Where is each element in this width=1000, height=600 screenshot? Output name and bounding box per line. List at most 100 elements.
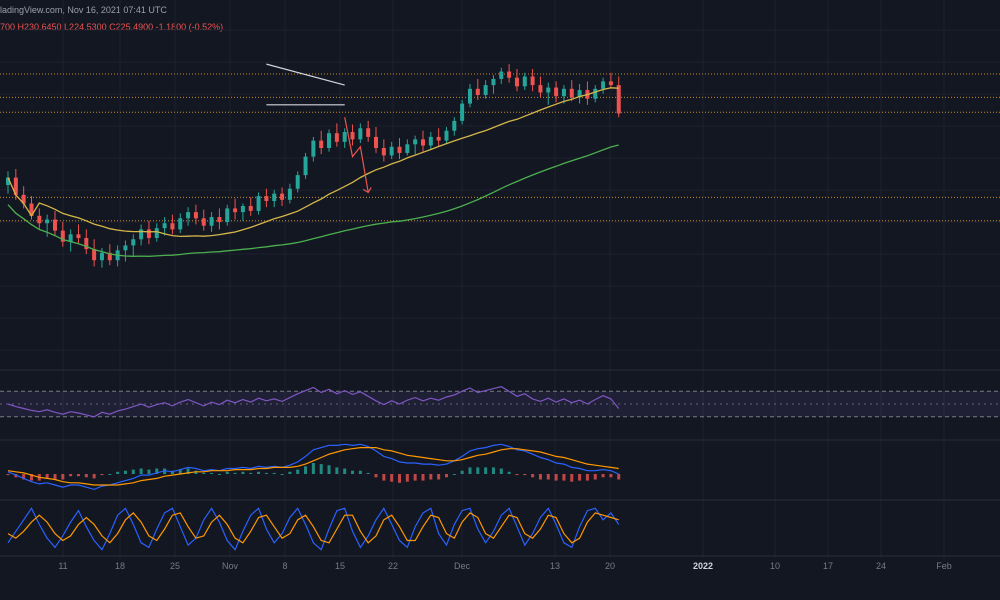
macd-histogram-bar — [311, 463, 315, 474]
candle-body — [6, 177, 10, 185]
macd-histogram-bar — [515, 474, 519, 476]
x-tick-label: 25 — [169, 561, 181, 571]
macd-histogram-bar — [139, 468, 143, 474]
candle-body — [295, 175, 300, 189]
macd-histogram-bar — [609, 474, 613, 478]
macd-histogram-bar — [351, 470, 355, 474]
candle-body — [162, 223, 167, 229]
x-tick-label: 11 — [58, 561, 68, 571]
x-tick-label: 2022 — [692, 561, 714, 571]
x-tick-label: 22 — [387, 561, 399, 571]
macd-histogram-bar — [429, 474, 433, 480]
candle-body — [467, 88, 472, 104]
macd-histogram-bar — [343, 468, 347, 474]
x-tick-label: 8 — [282, 561, 288, 571]
macd-histogram-bar — [507, 471, 511, 474]
price-chart[interactable] — [0, 0, 1000, 558]
candle-body — [350, 131, 355, 140]
projection-arrowhead — [362, 187, 372, 194]
candle-body — [287, 188, 292, 200]
candle-body — [389, 146, 394, 156]
macd-histogram-bar — [116, 471, 120, 474]
x-tick-label: Dec — [453, 561, 471, 571]
macd-histogram-bar — [280, 474, 284, 475]
macd-histogram-bar — [61, 474, 65, 480]
candle-body — [374, 136, 379, 148]
macd-histogram-bar — [123, 470, 127, 474]
candle-body — [256, 196, 261, 211]
stoch-d-line — [7, 512, 619, 544]
macd-histogram-bar — [249, 472, 253, 474]
macd-histogram-bar — [108, 474, 112, 475]
candle-body — [530, 76, 535, 86]
macd-histogram-bar — [585, 474, 589, 481]
candle-body — [569, 88, 574, 98]
macd-histogram-bar — [288, 471, 292, 474]
x-tick-label: 10 — [769, 561, 781, 571]
candle-body — [397, 146, 402, 153]
candle-body — [76, 234, 81, 239]
macd-histogram-bar — [92, 474, 96, 479]
candle-body — [139, 229, 144, 240]
candle-body — [593, 88, 598, 99]
candle-body — [29, 203, 34, 216]
candle-body — [13, 177, 18, 195]
candle-body — [381, 148, 386, 156]
candle-body — [514, 77, 519, 87]
candle-body — [225, 208, 230, 222]
x-tick-label: 18 — [114, 561, 126, 571]
x-tick-label: Nov — [221, 561, 239, 571]
macd-histogram-bar — [257, 471, 261, 474]
macd-histogram-bar — [296, 469, 300, 474]
macd-histogram-bar — [444, 474, 448, 478]
macd-histogram-bar — [398, 474, 401, 483]
candle-body — [170, 223, 175, 230]
macd-histogram-bar — [76, 474, 80, 477]
macd-histogram-bar — [178, 469, 182, 474]
candle-body — [264, 196, 269, 202]
candle-body — [178, 218, 183, 230]
macd-histogram-bar — [210, 472, 214, 474]
candle-body — [428, 136, 433, 146]
macd-histogram-bar — [131, 469, 135, 474]
candle-body — [405, 144, 410, 153]
candle-body — [491, 78, 496, 86]
candle-body — [475, 88, 480, 95]
candle-body — [248, 205, 253, 211]
candle-body — [319, 140, 324, 148]
macd-histogram-bar — [45, 474, 49, 479]
candle-body — [37, 215, 42, 224]
macd-histogram-bar — [421, 474, 425, 481]
macd-histogram-bar — [217, 474, 221, 475]
candle-body — [342, 131, 347, 142]
candle-body — [303, 156, 308, 176]
macd-histogram-bar — [546, 474, 550, 480]
candle-body — [68, 234, 73, 242]
macd-histogram-bar — [491, 467, 495, 474]
candle-body — [92, 249, 97, 261]
rsi-line — [7, 386, 620, 418]
candle-body — [272, 193, 277, 202]
candle-body — [280, 193, 285, 200]
macd-histogram-bar — [554, 474, 558, 481]
candle-body — [601, 81, 606, 89]
candle-body — [52, 219, 57, 231]
macd-histogram-bar — [202, 472, 206, 474]
candle-body — [99, 252, 104, 261]
macd-histogram-bar — [390, 474, 394, 482]
candle-body — [186, 212, 191, 219]
candle-body — [507, 71, 512, 78]
macd-histogram-bar — [452, 474, 456, 475]
time-axis: 11 18 25 Nov 8 15 22 Dec 13 20 2022 10 17 24 Feb — [0, 558, 1000, 574]
macd-histogram-bar — [6, 474, 10, 476]
candle-body — [131, 239, 136, 246]
candle-body — [45, 219, 50, 224]
candle-body — [201, 218, 206, 226]
ma-slow-line — [7, 144, 619, 257]
macd-histogram-bar — [617, 474, 621, 480]
ohlc-readout: 700 H230.6450 L224.5300 C225.4900 -1.180… — [0, 22, 224, 32]
macd-histogram-bar — [100, 474, 104, 476]
candle-body — [366, 128, 371, 137]
macd-histogram-bar — [186, 468, 190, 474]
macd-signal-line — [7, 447, 619, 486]
